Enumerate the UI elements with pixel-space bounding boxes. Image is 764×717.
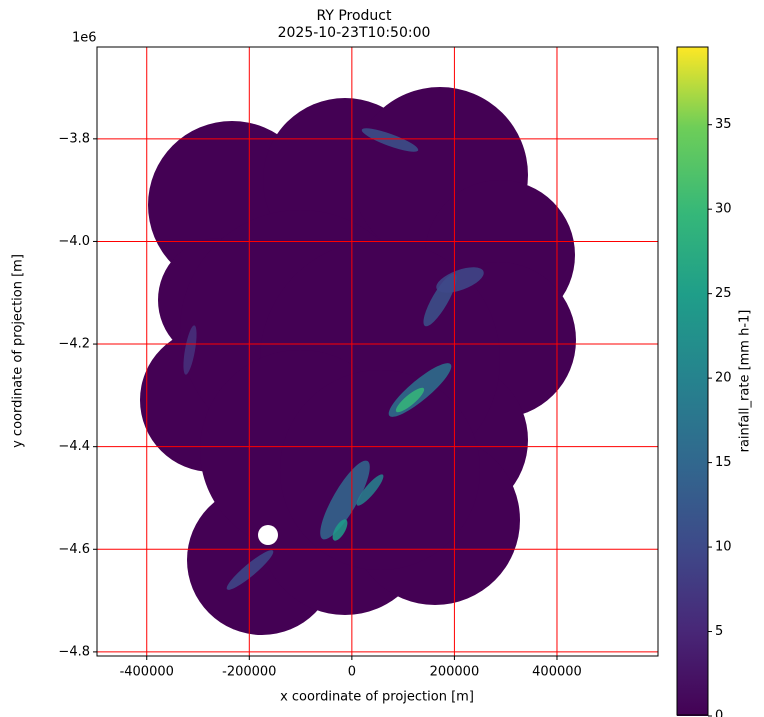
x-tick-label: 0 xyxy=(348,665,356,680)
y-offset-label: 1e6 xyxy=(72,31,97,46)
coverage xyxy=(280,370,480,570)
y-tick-label: −4.8 xyxy=(58,644,90,659)
rain-texture xyxy=(226,550,274,590)
rain-texture xyxy=(332,519,348,541)
colorbar-tick-label: 25 xyxy=(715,286,732,301)
x-tick-label: -400000 xyxy=(120,665,174,680)
y-tick-label: −4.2 xyxy=(58,337,90,352)
x-tick-label: 400000 xyxy=(532,665,582,680)
colorbar-tick-label: 5 xyxy=(715,624,723,639)
colorbar-tick-label: 30 xyxy=(715,202,732,217)
rain-texture xyxy=(436,267,484,293)
chart-title: RY Product xyxy=(317,8,393,24)
colorbar-tick-label: 20 xyxy=(715,371,732,386)
x-tick-label: -200000 xyxy=(222,665,276,680)
coverage-gap xyxy=(258,525,278,545)
rain-texture xyxy=(395,387,425,413)
y-tick-label: −4.4 xyxy=(58,439,90,454)
rain-texture xyxy=(361,128,419,152)
colorbar-tick-label: 10 xyxy=(715,540,732,555)
y-tick-label: −3.8 xyxy=(58,131,90,146)
x-tick-label: 200000 xyxy=(430,665,480,680)
plot-frame xyxy=(96,46,659,657)
colorbar-tick-label: 35 xyxy=(715,117,732,132)
colorbar-frame xyxy=(676,46,709,716)
colorbar-tick-label: 0 xyxy=(715,709,723,717)
chart-subtitle: 2025-10-23T10:50:00 xyxy=(278,25,431,41)
radar-raster xyxy=(140,87,576,635)
colorbar-label: rainfall_rate [mm h-1] xyxy=(738,310,753,453)
rain-texture xyxy=(356,474,384,506)
rain-texture xyxy=(183,325,197,375)
x-axis-label: x coordinate of projection [m] xyxy=(280,690,474,705)
y-tick-label: −4.6 xyxy=(58,542,90,557)
colorbar xyxy=(677,47,708,716)
y-axis-label: y coordinate of projection [m] xyxy=(11,254,26,448)
colorbar-tick-label: 15 xyxy=(715,455,732,470)
rain-texture xyxy=(320,460,370,540)
y-tick-label: −4.0 xyxy=(58,234,90,249)
